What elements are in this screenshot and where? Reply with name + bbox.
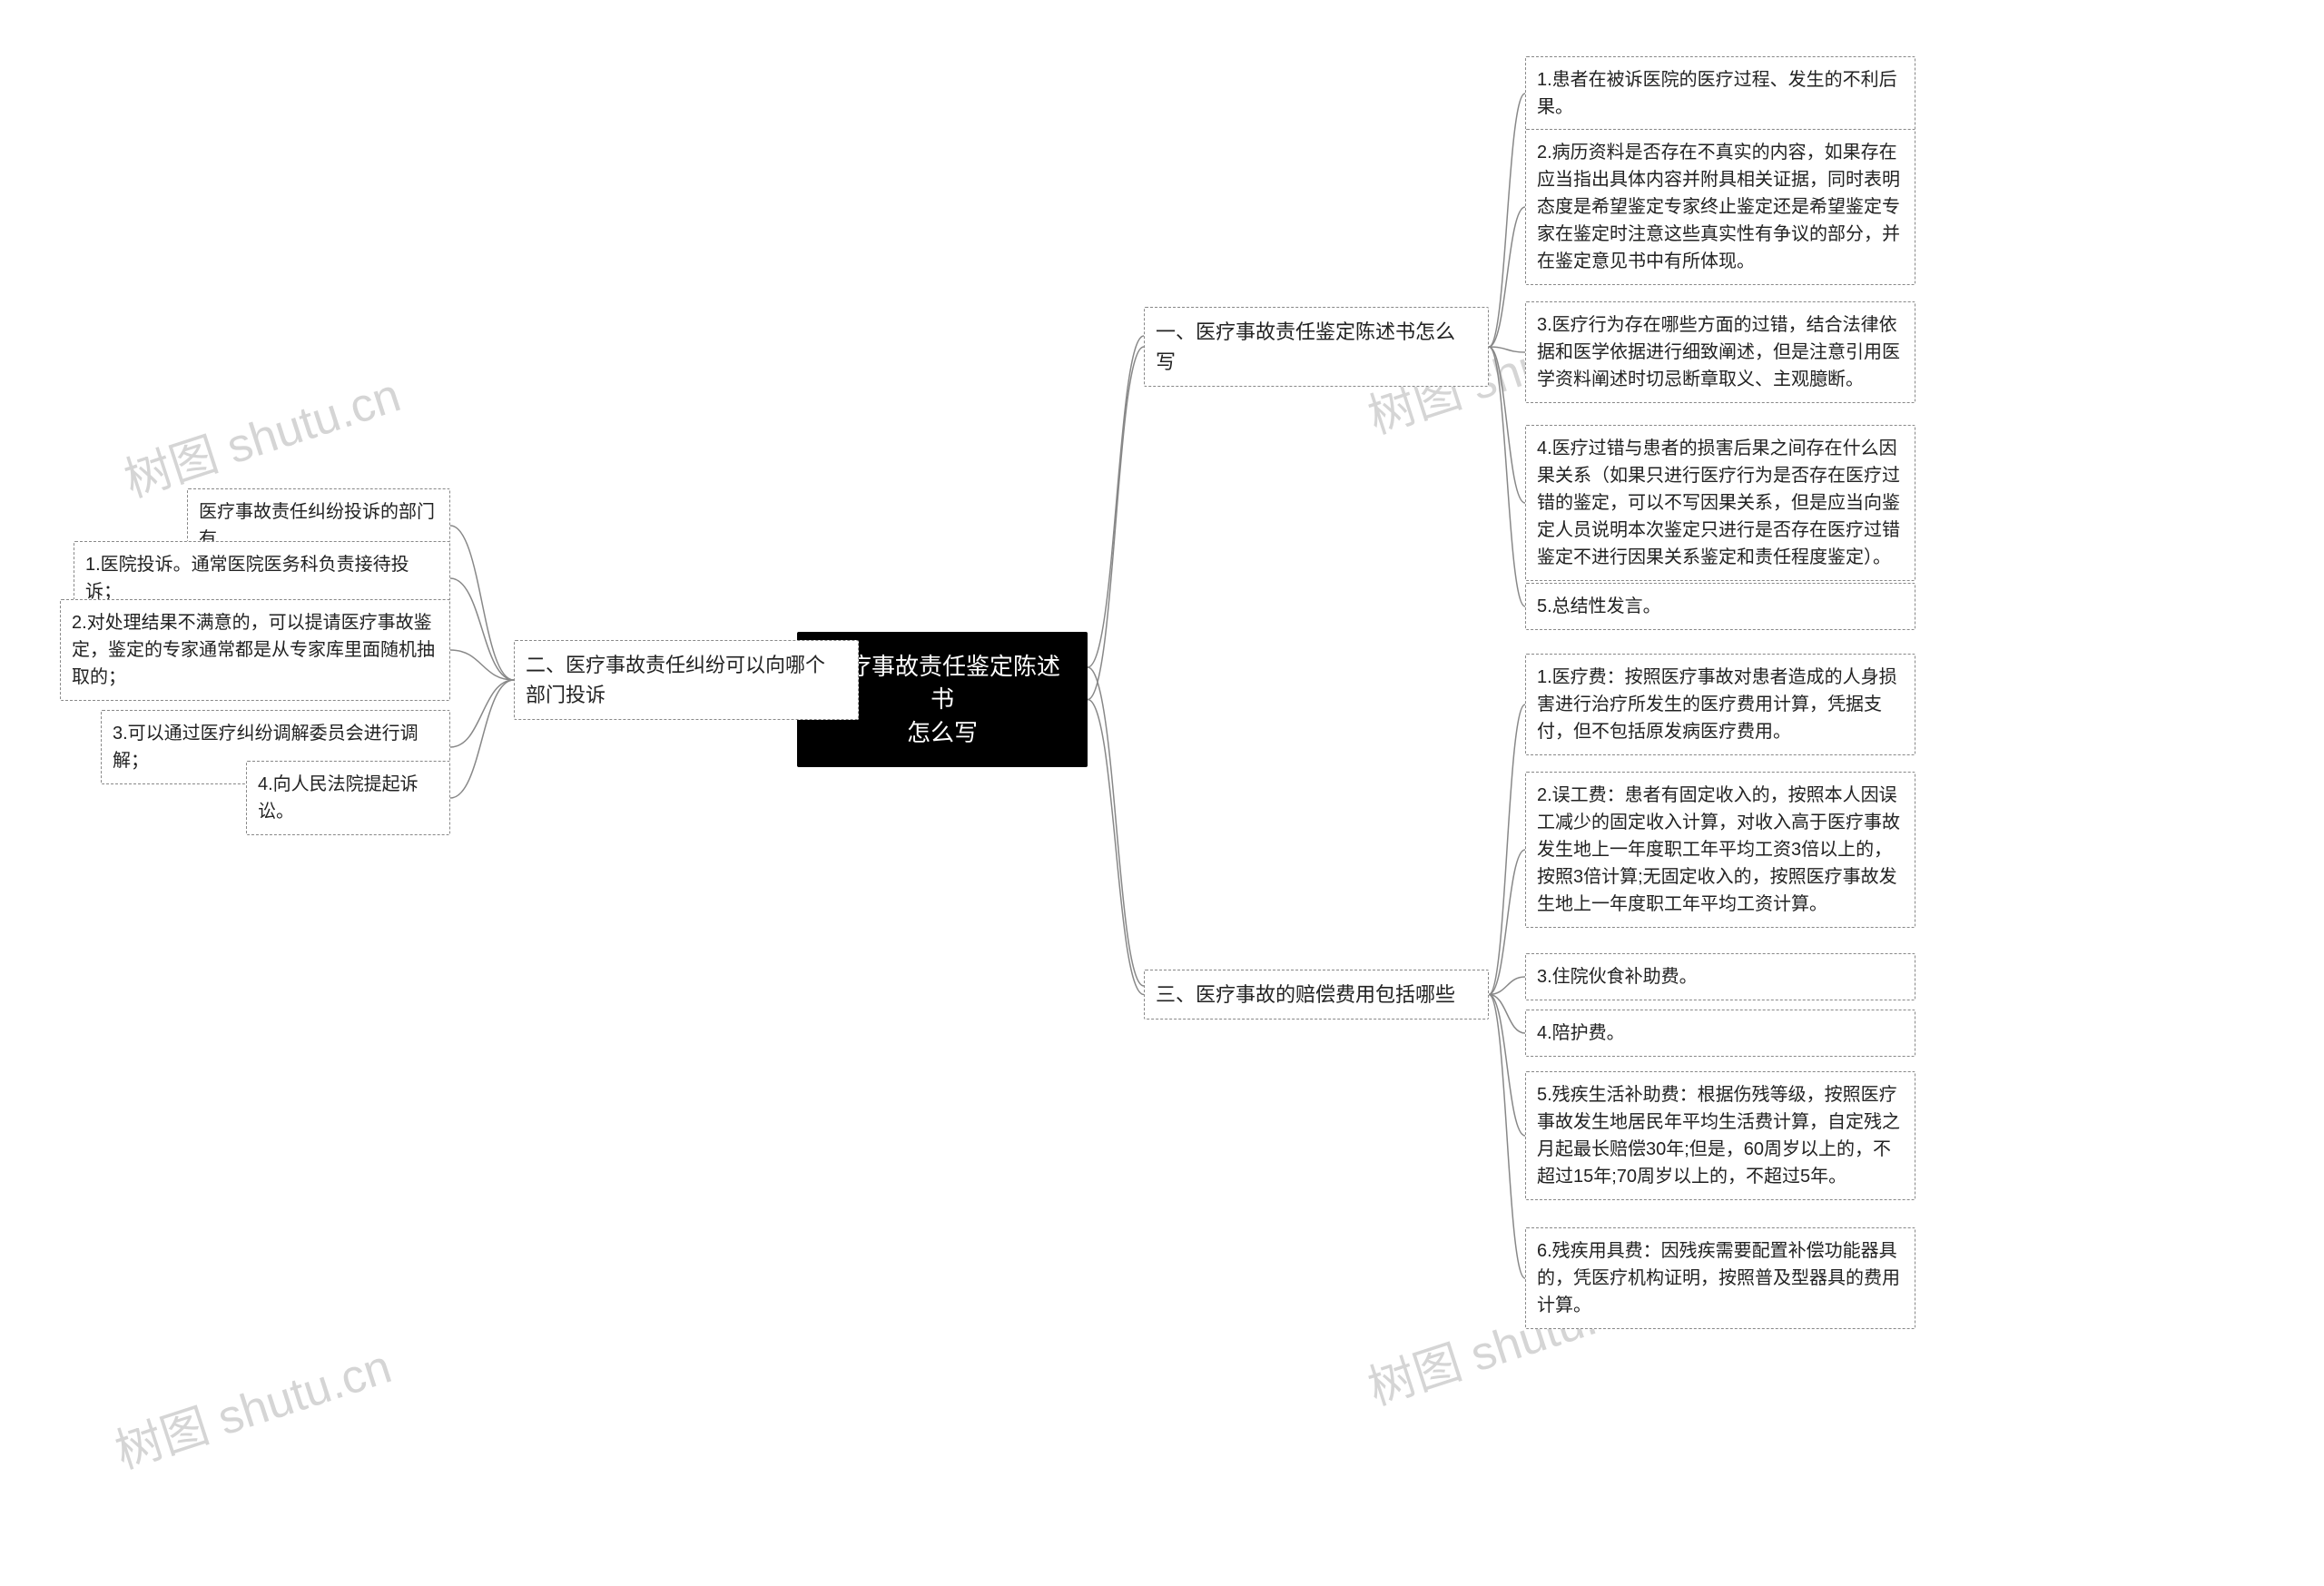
branch-1-title: 一、医疗事故责任鉴定陈述书怎么写 <box>1144 307 1489 387</box>
branch-1-item: 3.医疗行为存在哪些方面的过错，结合法律依据和医学依据进行细致阐述，但是注意引用… <box>1525 301 1915 403</box>
branch-3-item: 6.残疾用具费：因残疾需要配置补偿功能器具的，凭医疗机构证明，按照普及型器具的费… <box>1525 1227 1915 1329</box>
branch-1-item: 5.总结性发言。 <box>1525 583 1915 630</box>
branch-3-item: 2.误工费：患者有固定收入的，按照本人因误工减少的固定收入计算，对收入高于医疗事… <box>1525 772 1915 928</box>
branch-2-title: 二、医疗事故责任纠纷可以向哪个部门投诉 <box>514 640 859 720</box>
branch-2-item: 4.向人民法院提起诉讼。 <box>246 761 450 835</box>
branch-3-item: 4.陪护费。 <box>1525 1010 1915 1057</box>
branch-3-item: 5.残疾生活补助费：根据伤残等级，按照医疗事故发生地居民年平均生活费计算，自定残… <box>1525 1071 1915 1200</box>
branch-3-title: 三、医疗事故的赔偿费用包括哪些 <box>1144 970 1489 1020</box>
branch-1-item: 4.医疗过错与患者的损害后果之间存在什么因果关系（如果只进行医疗行为是否存在医疗… <box>1525 425 1915 581</box>
branch-2-item: 2.对处理结果不满意的，可以提请医疗事故鉴定，鉴定的专家通常都是从专家库里面随机… <box>60 599 450 701</box>
branch-3-item: 3.住院伙食补助费。 <box>1525 953 1915 1000</box>
watermark: 树图 shutu.cn <box>114 357 408 510</box>
branch-1-item: 2.病历资料是否存在不真实的内容，如果存在应当指出具体内容并附具相关证据，同时表… <box>1525 129 1915 285</box>
branch-1-item: 1.患者在被诉医院的医疗过程、发生的不利后果。 <box>1525 56 1915 131</box>
watermark: 树图 shutu.cn <box>105 1328 399 1482</box>
branch-3-item: 1.医疗费：按照医疗事故对患者造成的人身损害进行治疗所发生的医疗费用计算，凭据支… <box>1525 654 1915 755</box>
